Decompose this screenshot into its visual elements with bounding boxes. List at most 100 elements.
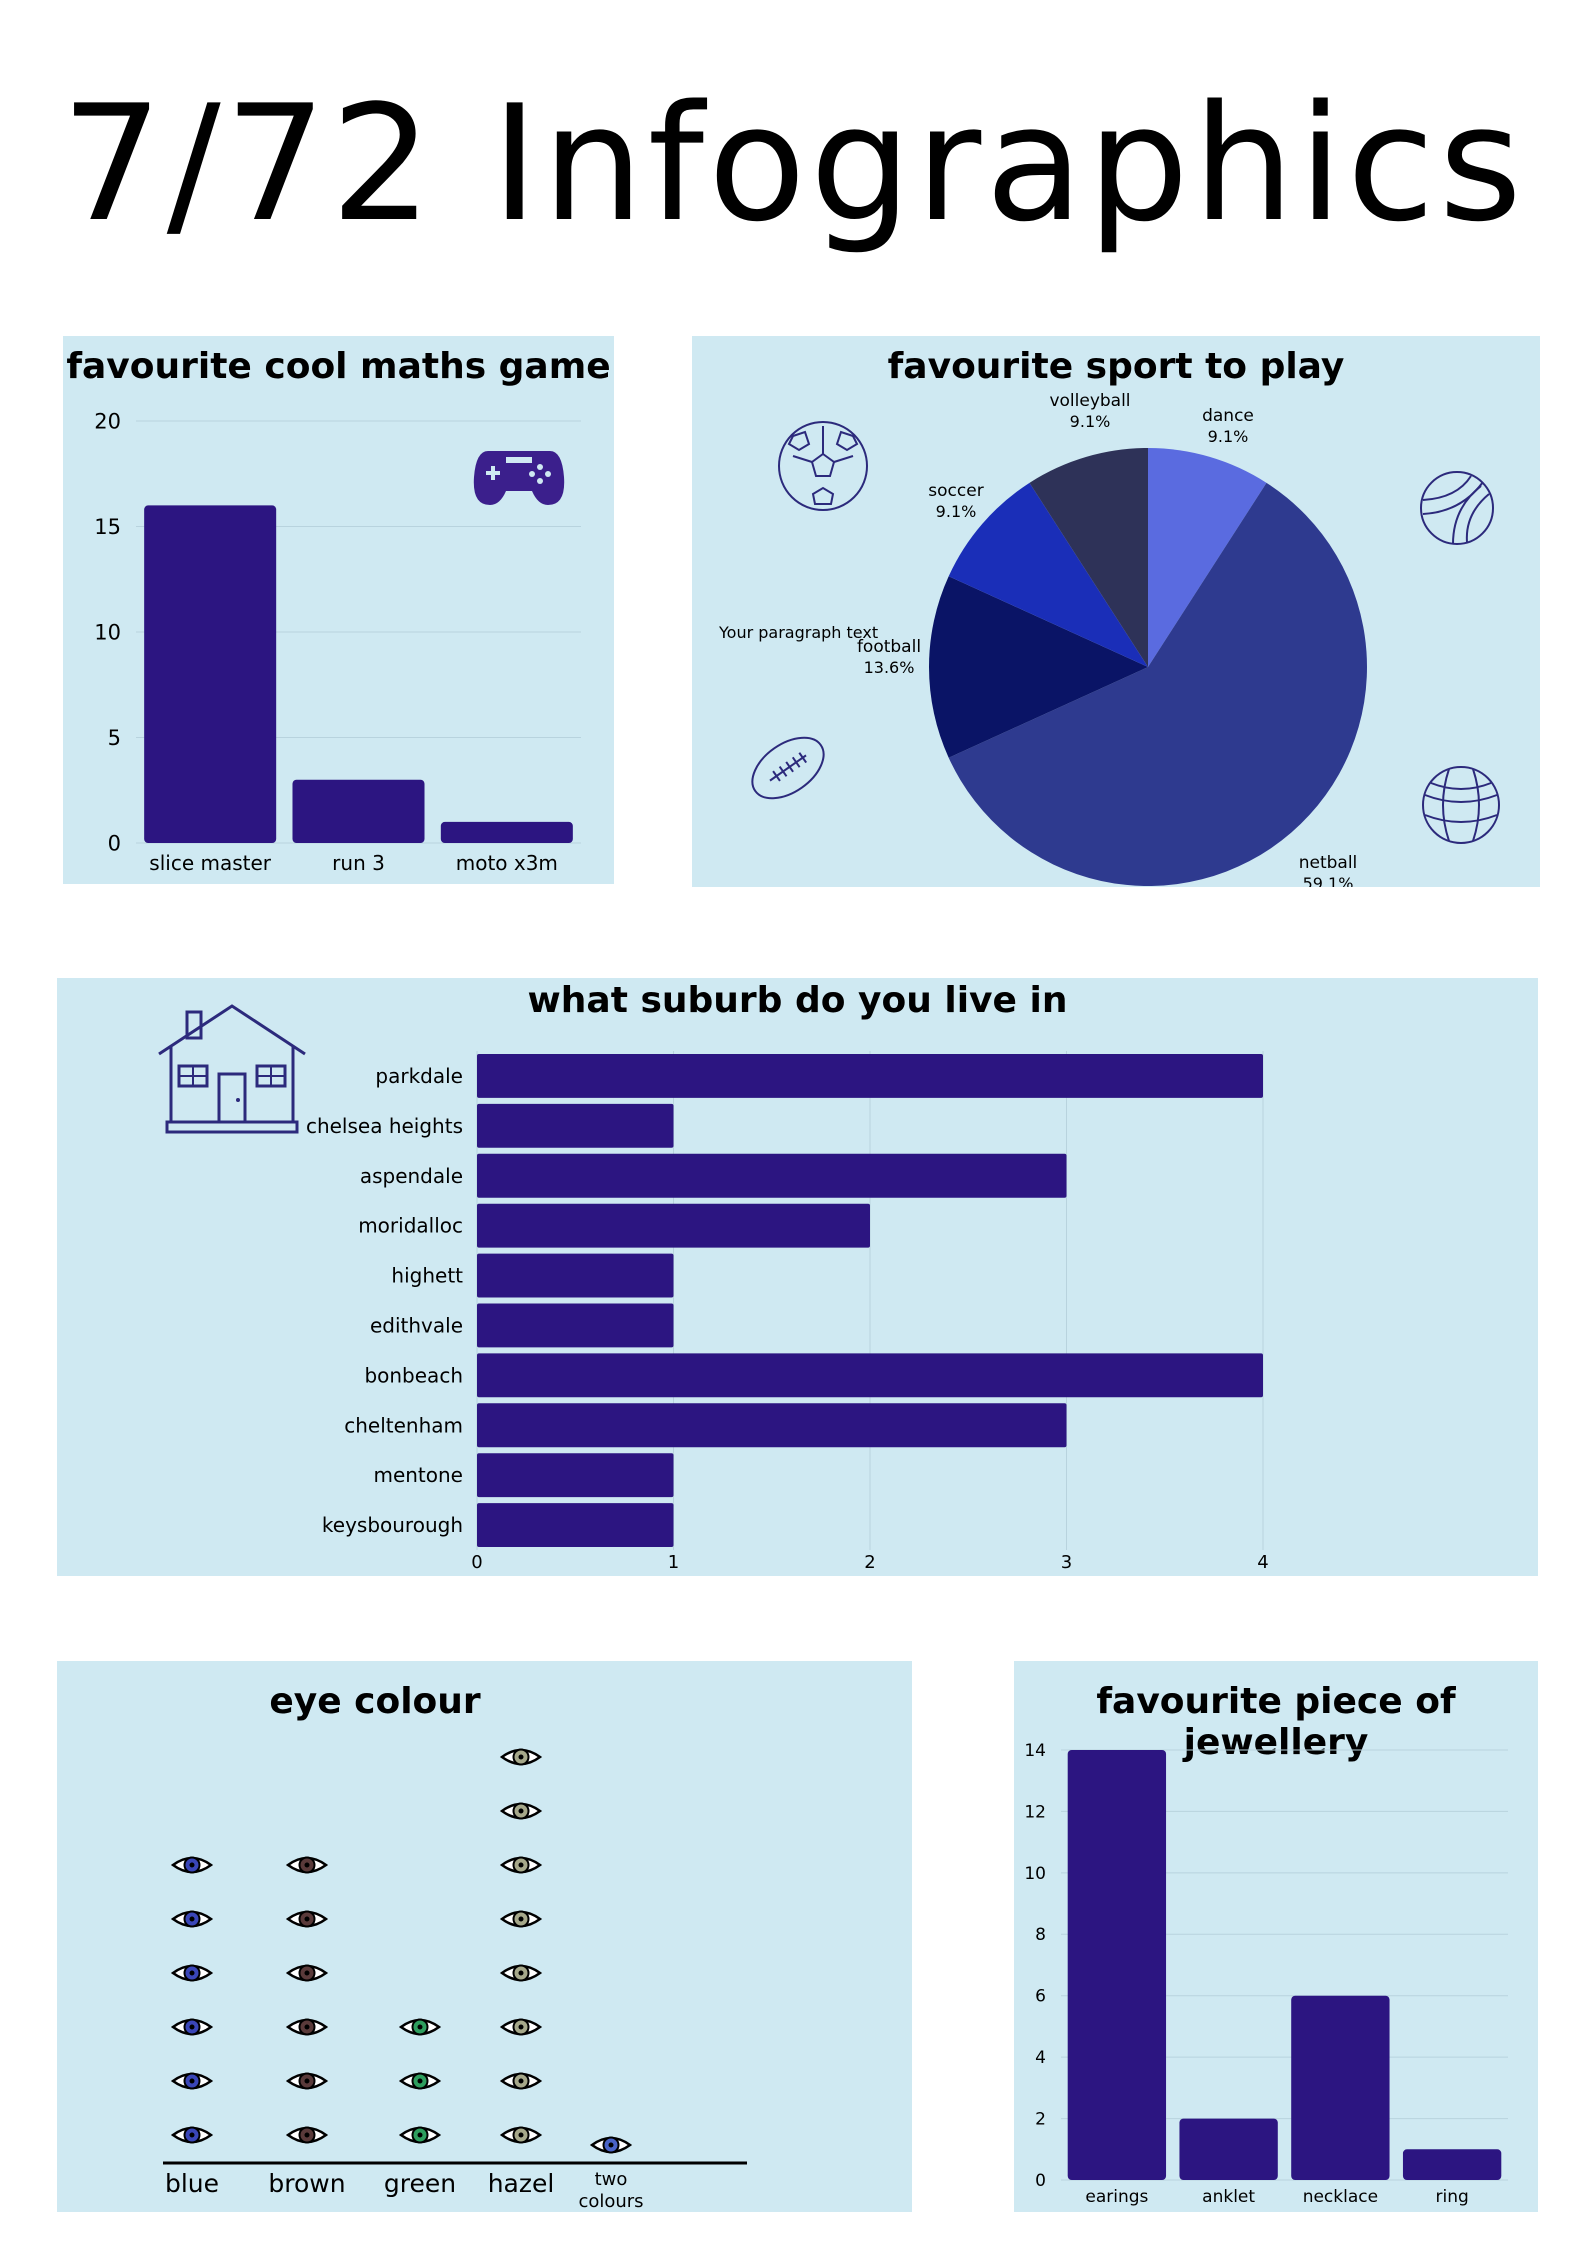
eye-icon: [499, 2126, 543, 2144]
bar: [477, 1153, 1067, 1198]
bar: [477, 1503, 674, 1548]
jewellery-title: favourite piece of jewellery: [1096, 1681, 1456, 1763]
eye-icon: [499, 2072, 543, 2090]
bar: [477, 1453, 674, 1498]
eye-icon: [499, 1802, 543, 1820]
gamepad-icon: [473, 451, 565, 505]
category-label: blue: [165, 2169, 219, 2198]
eye-icon: [285, 1910, 329, 1928]
bar: [1291, 1995, 1390, 2180]
category-label: two: [595, 2169, 628, 2190]
bar: [477, 1253, 674, 1298]
eye-icon: [499, 1964, 543, 1982]
pie-pct-label: 13.6%: [864, 658, 915, 677]
y-tick-label: 15: [94, 515, 121, 539]
rugby-ball-icon: [751, 736, 825, 800]
bar: [477, 1053, 1263, 1098]
maths-game-panel: favourite cool maths game 0 5 10 15 20 slice …: [63, 336, 614, 884]
y-tick-label: 4: [1035, 2048, 1046, 2068]
eye-title: eye colour: [269, 1681, 481, 1722]
eye-icon: [499, 2018, 543, 2036]
y-tick-label: highett: [391, 1264, 463, 1288]
y-tick-label: mentone: [373, 1463, 463, 1487]
eye-icon: [285, 1964, 329, 1982]
eye-icon: [499, 1748, 543, 1766]
y-tick-label: 6: [1035, 1987, 1046, 2007]
y-tick-label: aspendale: [360, 1164, 463, 1188]
pie-label: volleyball: [1049, 391, 1130, 411]
suburb-panel: what suburb do you live in 0 1 2 3 4 parkdale…: [57, 978, 1538, 1576]
eye-icon: [499, 1910, 543, 1928]
y-tick-label: bonbeach: [364, 1363, 463, 1387]
eye-icon: [170, 2126, 214, 2144]
y-tick-label: edithvale: [370, 1313, 463, 1337]
eye-icon: [170, 2018, 214, 2036]
sport-panel: favourite sport to play dance 9.1% netball…: [692, 336, 1540, 887]
eye-icon: [170, 1856, 214, 1874]
bar: [1067, 1750, 1167, 2180]
pie-pct-label: 9.1%: [1070, 412, 1111, 431]
pie-slice: [948, 482, 1148, 667]
y-tick-label: 0: [108, 831, 121, 855]
bar: [477, 1103, 674, 1148]
y-tick-label: moridalloc: [358, 1214, 463, 1238]
eye-icon: [499, 1856, 543, 1874]
sport-chart: dance9.1%netball59.1%football13.6%soccer…: [718, 391, 1500, 887]
bar: [477, 1303, 674, 1348]
x-tick-label: 0: [471, 1552, 482, 1573]
x-tick-label: moto x3m: [456, 851, 558, 875]
netball-icon: [1422, 766, 1500, 844]
y-tick-label: 10: [1024, 1864, 1046, 1884]
y-tick-label: 20: [94, 409, 121, 433]
suburb-title: what suburb do you live in: [527, 980, 1068, 1021]
eye-icon: [170, 1910, 214, 1928]
maths-game-chart: 0 5 10 15 20 slice master run 3 moto x3m: [94, 409, 581, 875]
eye-icon: [398, 2072, 442, 2090]
y-tick-label: cheltenham: [344, 1413, 463, 1437]
y-tick-label: keysbourough: [322, 1513, 463, 1537]
x-tick-label: earings: [1085, 2187, 1148, 2207]
eye-icon: [285, 1856, 329, 1874]
bar: [144, 505, 277, 843]
x-tick-label: necklace: [1303, 2187, 1378, 2207]
bar: [440, 821, 573, 843]
bar: [1179, 2118, 1278, 2180]
bar: [477, 1403, 1067, 1448]
y-tick-label: 14: [1024, 1741, 1046, 1761]
eye-icon: [170, 2072, 214, 2090]
jewellery-chart: 0 2 4 6 8 10 12 14 earings anklet necklace ring: [1024, 1741, 1508, 2207]
pie-label: netball: [1299, 853, 1358, 873]
pie-slice: [929, 576, 1148, 758]
house-icon: [158, 1004, 306, 1134]
volleyball-icon: [1420, 471, 1494, 545]
category-label: brown: [268, 2169, 345, 2198]
eye-icon: [398, 2018, 442, 2036]
bar: [1402, 2149, 1502, 2180]
eye-icon: [285, 2072, 329, 2090]
bar: [292, 779, 425, 843]
page-title: 7/72 Infographics: [60, 70, 1527, 257]
y-tick-label: 12: [1024, 1802, 1046, 1822]
category-label: colours: [578, 2191, 643, 2212]
pie-slice: [948, 482, 1367, 887]
pie-pct-label: 9.1%: [1208, 427, 1249, 446]
pie-label: dance: [1202, 406, 1254, 426]
x-tick-label: anklet: [1202, 2187, 1255, 2207]
stray-paragraph-text: Your paragraph text: [718, 623, 878, 642]
y-tick-label: parkdale: [375, 1064, 463, 1088]
x-tick-label: 2: [864, 1552, 875, 1573]
pie-label: soccer: [928, 481, 983, 501]
x-tick-label: 1: [668, 1552, 679, 1573]
x-tick-label: slice master: [149, 851, 271, 875]
maths-game-title: favourite cool maths game: [66, 346, 611, 387]
y-tick-label: 2: [1035, 2110, 1046, 2130]
eye-icon: [285, 2018, 329, 2036]
bar: [477, 1353, 1263, 1398]
eye-icon: [589, 2136, 633, 2154]
y-tick-label: 8: [1035, 1925, 1046, 1945]
eye-icon: [285, 2126, 329, 2144]
pie-slice: [1029, 448, 1148, 667]
x-tick-label: run 3: [332, 851, 385, 875]
y-tick-label: chelsea heights: [306, 1114, 463, 1138]
